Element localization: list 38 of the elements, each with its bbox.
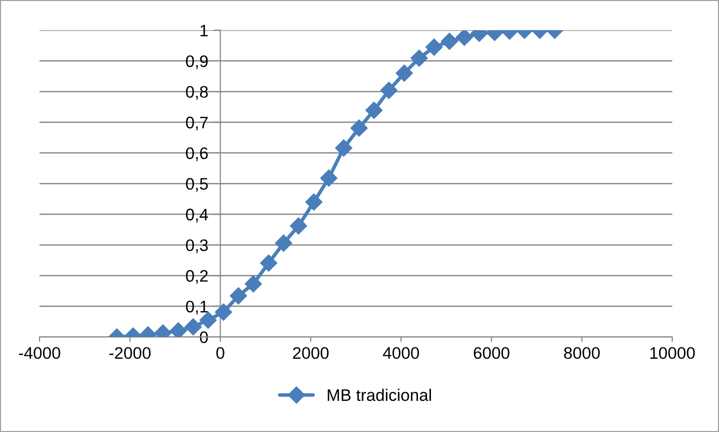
point — [396, 64, 413, 82]
point — [456, 30, 473, 46]
y-tick-label: 1 — [200, 24, 208, 36]
point — [440, 32, 458, 50]
point — [230, 287, 247, 304]
x-tick-label: 6000 — [474, 347, 510, 359]
y-tick-label: 0,3 — [186, 239, 208, 254]
point — [170, 322, 187, 337]
point — [290, 217, 308, 234]
x-tick-label: 10000 — [650, 347, 695, 359]
y-tick-label: 0,6 — [186, 147, 208, 162]
y-tick-label: 0,8 — [186, 86, 208, 100]
point — [244, 275, 262, 292]
x-tick-label: -2000 — [109, 347, 151, 359]
point — [275, 234, 292, 252]
point — [260, 254, 278, 272]
point — [410, 50, 428, 67]
y-tick-label: 0,2 — [186, 270, 208, 284]
y-tick-label: 0,9 — [186, 55, 208, 70]
y-tick-label: 0,5 — [186, 178, 208, 192]
point — [365, 102, 383, 119]
point — [335, 139, 352, 157]
x-tick-label: 2000 — [293, 347, 329, 359]
x-tick-label: 0 — [216, 347, 224, 359]
x-tick-label: 4000 — [382, 347, 419, 359]
y-tick-label: 0,1 — [186, 300, 208, 314]
point — [426, 38, 443, 56]
point — [380, 82, 398, 99]
point — [350, 120, 368, 137]
y-tick-label: 0,4 — [186, 208, 208, 222]
y-tick-label: 0,7 — [186, 116, 208, 130]
point — [184, 318, 202, 336]
point — [320, 170, 338, 187]
x-tick-label: 8000 — [564, 347, 600, 359]
x-tick-label: -4000 — [18, 347, 60, 359]
point — [305, 193, 322, 211]
point — [214, 304, 232, 321]
legend-label: MB tradicional — [328, 388, 431, 402]
